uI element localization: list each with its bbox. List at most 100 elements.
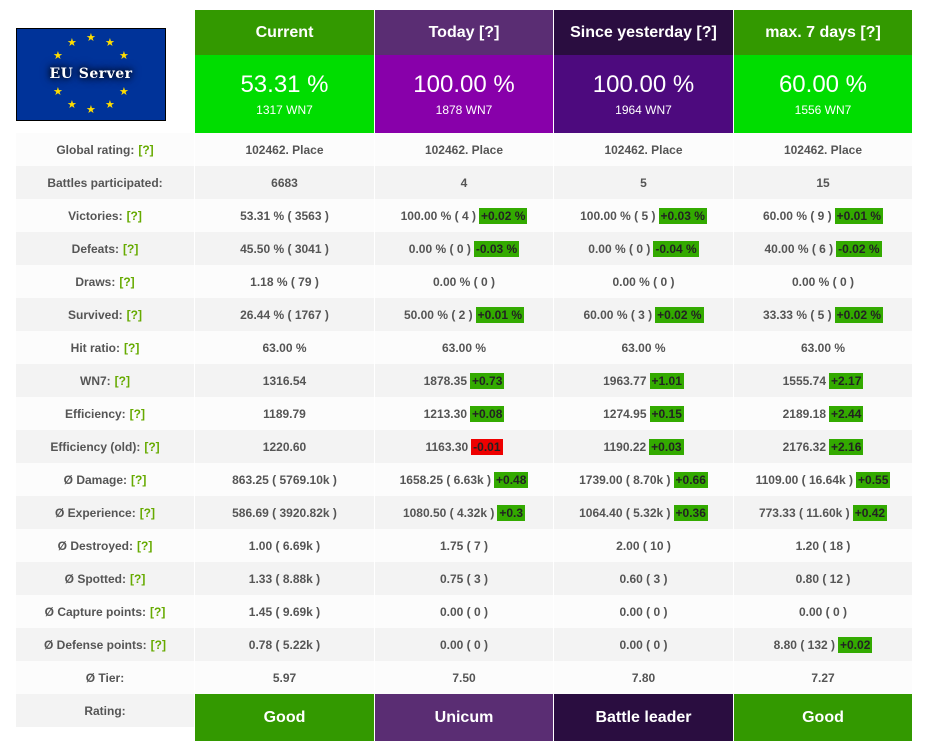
rating-row: Rating: Good Unicum Battle leader Good — [16, 694, 912, 741]
row-label-text: Ø Tier: — [85, 670, 125, 685]
table-cell: 0.00 % ( 0 ) — [375, 265, 553, 298]
table-cell: 1189.79 — [195, 397, 374, 430]
star-icon: ★ — [86, 31, 96, 44]
cell-value: 1878.35 — [423, 373, 467, 388]
table-cell: 100.00 % ( 5 ) +0.03 % — [554, 199, 733, 232]
help-link[interactable]: [?] — [126, 307, 142, 322]
table-cell: 1739.00 ( 8.70k ) +0.66 — [554, 463, 733, 496]
change-badge: +2.17 — [829, 372, 864, 389]
table-cell: 50.00 % ( 2 ) +0.01 % — [375, 298, 553, 331]
table-cell: 6683 — [195, 166, 374, 199]
star-icon: ★ — [53, 85, 63, 98]
cell-value: 1.45 ( 9.69k ) — [248, 604, 321, 619]
help-link[interactable]: [?] — [119, 274, 135, 289]
change-badge: +2.16 — [829, 438, 864, 455]
table-cell: 0.00 % ( 0 ) -0.03 % — [375, 232, 553, 265]
help-link[interactable]: [?] — [138, 142, 154, 157]
change-badge: +0.55 — [856, 471, 891, 488]
row-label: Ø Defense points: [?] — [16, 628, 194, 661]
change-badge: +0.03 — [649, 438, 684, 455]
change-badge: +0.42 — [852, 504, 888, 521]
table-cell: 7.50 — [375, 661, 553, 694]
table-cell: 773.33 ( 11.60k ) +0.42 — [734, 496, 912, 529]
table-cell: 586.69 ( 3920.82k ) — [195, 496, 374, 529]
table-cell: 26.44 % ( 1767 ) — [195, 298, 374, 331]
column-title[interactable]: Today [?] — [375, 10, 553, 55]
table-cell: 0.00 ( 0 ) — [554, 628, 733, 661]
column-summary: 100.00 % 1964 WN7 — [554, 55, 733, 133]
change-badge: +0.08 — [470, 405, 505, 422]
cell-value: 26.44 % ( 1767 ) — [240, 307, 329, 322]
column-title[interactable]: max. 7 days [?] — [734, 10, 912, 55]
table-cell: 60.00 % ( 9 ) +0.01 % — [734, 199, 912, 232]
win-rate: 100.00 % — [592, 71, 695, 98]
row-label: Battles participated: — [16, 166, 194, 199]
row-label-text: Efficiency (old): — [50, 439, 141, 454]
help-link[interactable]: [?] — [129, 406, 145, 421]
row-label-text: WN7: — [80, 373, 111, 388]
win-rate: 100.00 % — [413, 71, 515, 98]
table-cell: 0.78 ( 5.22k ) — [195, 628, 374, 661]
table-cell: 0.60 ( 3 ) — [554, 562, 733, 595]
change-badge: +0.01 % — [834, 207, 884, 224]
table-cell: 1.20 ( 18 ) — [734, 529, 912, 562]
cell-value: 102462. Place — [783, 142, 863, 157]
star-icon: ★ — [53, 49, 63, 62]
help-link[interactable]: [?] — [150, 604, 166, 619]
cell-value: 1963.77 — [603, 373, 647, 388]
row-label-text: Battles participated: — [47, 175, 163, 190]
cell-value: 63.00 % — [262, 340, 307, 355]
help-link[interactable]: [?] — [123, 241, 139, 256]
row-label: WN7: [?] — [16, 364, 194, 397]
eu-flag: EU Server ★ ★ ★ ★ ★ ★ ★ ★ ★ ★ — [16, 27, 166, 121]
column-title[interactable]: Current — [195, 10, 374, 55]
win-rate: 60.00 % — [778, 71, 868, 98]
rating-badge: Good — [195, 694, 374, 741]
cell-value: 60.00 % ( 9 ) — [762, 208, 832, 223]
table-cell: 1.75 ( 7 ) — [375, 529, 553, 562]
column-title[interactable]: Since yesterday [?] — [554, 10, 733, 55]
cell-value: 0.00 ( 0 ) — [619, 637, 668, 652]
cell-value: 2176.32 — [782, 439, 826, 454]
help-link[interactable]: [?] — [150, 637, 166, 652]
table-cell: 63.00 % — [195, 331, 374, 364]
rating-badge: Unicum — [375, 694, 553, 741]
help-link[interactable]: [?] — [137, 538, 153, 553]
cell-value: 4 — [460, 175, 468, 190]
help-link[interactable]: [?] — [114, 373, 130, 388]
table-cell: 15 — [734, 166, 912, 199]
help-link[interactable]: [?] — [130, 571, 146, 586]
table-cell: 63.00 % — [375, 331, 553, 364]
help-link[interactable]: [?] — [126, 208, 142, 223]
cell-value: 1555.74 — [782, 373, 826, 388]
table-cell: 0.00 ( 0 ) — [554, 595, 733, 628]
help-link[interactable]: [?] — [131, 472, 147, 487]
star-icon: ★ — [86, 103, 96, 116]
help-link[interactable]: [?] — [139, 505, 156, 520]
help-link[interactable]: [?] — [124, 340, 140, 355]
table-cell: 1658.25 ( 6.63k ) +0.48 — [375, 463, 553, 496]
wn7-value: 1556 WN7 — [794, 103, 852, 117]
row-label-text: Global rating: — [56, 142, 135, 157]
row-label: Efficiency: [?] — [16, 397, 194, 430]
cell-value: 1190.22 — [603, 439, 647, 454]
column-summary: 60.00 % 1556 WN7 — [734, 55, 912, 133]
change-badge: +0.48 — [494, 471, 529, 488]
change-badge: +0.02 — [838, 636, 873, 653]
help-link[interactable]: [?] — [144, 439, 160, 454]
row-label-text: Defeats: — [71, 241, 120, 256]
cell-value: 7.50 — [452, 670, 476, 685]
change-badge: +0.01 % — [475, 306, 525, 323]
server-logo: EU Server ★ ★ ★ ★ ★ ★ ★ ★ ★ ★ — [16, 10, 194, 133]
cell-value: 33.33 % ( 5 ) — [762, 307, 832, 322]
cell-value: 1.18 % ( 79 ) — [250, 274, 319, 289]
table-cell: 0.00 ( 0 ) — [375, 628, 553, 661]
stats-table: Global rating: [?] 102462. Place 102462. Pl… — [16, 133, 912, 694]
cell-value: 15 — [816, 175, 830, 190]
row-label-text: Ø Capture points: — [44, 604, 146, 619]
table-cell: 33.33 % ( 5 ) +0.02 % — [734, 298, 912, 331]
cell-value: 45.50 % ( 3041 ) — [240, 241, 329, 256]
change-badge: +0.66 — [673, 471, 708, 488]
table-cell: 60.00 % ( 3 ) +0.02 % — [554, 298, 733, 331]
cell-value: 100.00 % ( 4 ) — [400, 208, 476, 223]
